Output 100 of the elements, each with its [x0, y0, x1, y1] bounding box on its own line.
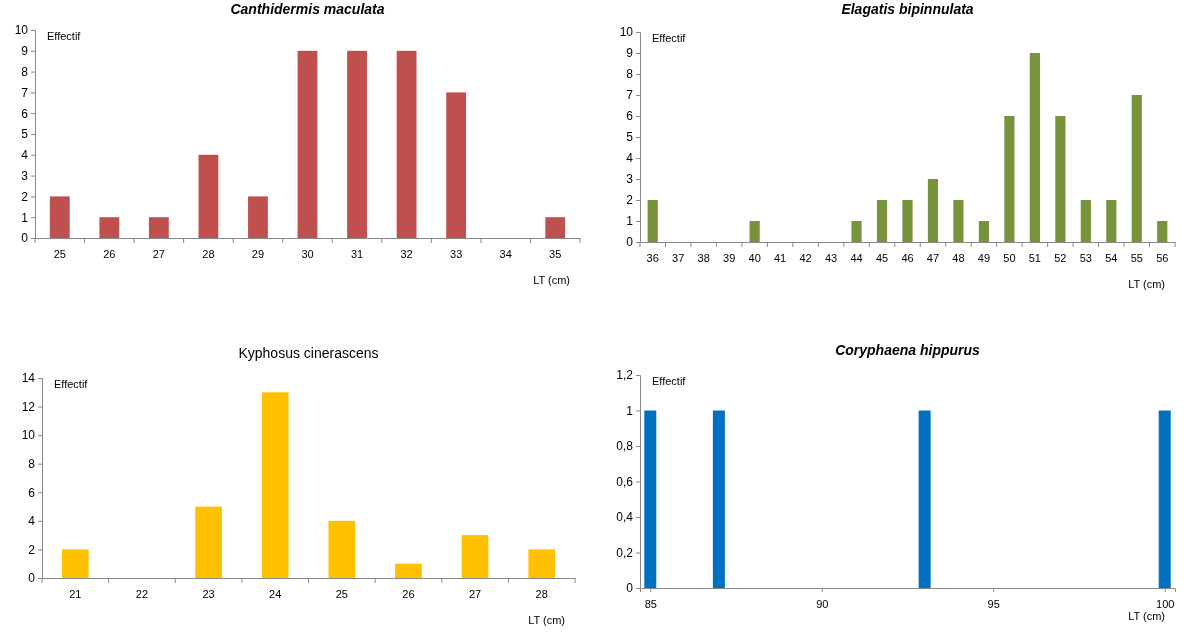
- bar: [61, 549, 89, 578]
- x-tick-label: 45: [875, 251, 889, 264]
- x-tick-label: 54: [1105, 251, 1118, 264]
- y-tick-label: 3: [21, 168, 29, 183]
- y-tick-label: 1: [626, 214, 634, 229]
- bar: [545, 217, 566, 238]
- y-tick-label: 6: [28, 485, 36, 500]
- bar: [148, 217, 169, 238]
- y-tick-label: 7: [626, 88, 634, 103]
- bar: [902, 200, 913, 242]
- bar: [347, 50, 367, 238]
- x-tick-label: 25: [53, 247, 66, 260]
- bar: [99, 217, 120, 238]
- chart-title: Elagatis bipinnulata: [841, 1, 974, 17]
- y-tick-label: 0: [21, 231, 29, 246]
- y-tick-label: 0: [28, 571, 36, 586]
- x-tick-label: 53: [1079, 251, 1092, 264]
- x-axis-title: LT (cm): [533, 274, 570, 286]
- y-tick-label: 8: [28, 457, 36, 472]
- y-tick-label: 8: [21, 64, 29, 79]
- bar: [248, 196, 268, 238]
- y-tick-label: 10: [14, 23, 29, 38]
- x-tick-label: 29: [251, 247, 265, 260]
- bar: [1157, 221, 1168, 242]
- x-tick-label: 36: [646, 251, 659, 264]
- bar: [1131, 95, 1142, 242]
- x-tick-label: 30: [301, 247, 314, 260]
- x-tick-label: 25: [335, 587, 348, 600]
- x-tick-label: 27: [152, 247, 165, 260]
- y-tick-label: 12: [21, 399, 36, 414]
- bar: [953, 200, 964, 242]
- y-tick-label: 5: [626, 130, 634, 145]
- y-tick-label: 6: [626, 109, 634, 124]
- bar: [876, 200, 888, 242]
- y-tick-label: 0,2: [616, 545, 634, 560]
- x-tick-label: 33: [450, 247, 463, 260]
- x-tick-label: 37: [672, 251, 685, 264]
- y-tick-label: 14: [21, 371, 36, 386]
- x-tick-label: 44: [850, 251, 863, 264]
- y-tick-label: 0,8: [616, 439, 634, 454]
- x-tick-label: 95: [987, 598, 1000, 611]
- bar: [461, 535, 489, 578]
- y-tick-label: 2: [626, 193, 634, 208]
- y-tick-label: 2: [28, 542, 36, 557]
- bar: [1106, 200, 1117, 242]
- bar: [1004, 116, 1015, 242]
- bar: [528, 549, 556, 578]
- x-tick-label: 28: [202, 247, 215, 260]
- x-tick-label: 28: [535, 587, 548, 600]
- x-tick-label: 56: [1156, 251, 1169, 264]
- x-tick-label: 43: [824, 251, 838, 264]
- bar: [395, 563, 422, 578]
- x-tick-label: 40: [748, 251, 761, 264]
- x-tick-label: 42: [799, 251, 812, 264]
- y-tick-label: 8: [626, 67, 634, 82]
- y-tick-label: 2: [21, 189, 29, 204]
- y-tick-label: 4: [28, 514, 36, 529]
- bar: [198, 154, 219, 238]
- x-tick-label: 48: [952, 251, 965, 264]
- bar: [851, 221, 862, 242]
- y-tick-label: 1: [21, 210, 29, 225]
- bar: [396, 50, 417, 238]
- x-tick-label: 55: [1130, 251, 1143, 264]
- x-tick-label: 39: [723, 251, 736, 264]
- y-tick-label: 6: [21, 106, 29, 121]
- x-tick-label: 27: [468, 587, 482, 600]
- y-axis-title: Effectif: [54, 378, 89, 390]
- bar: [1029, 53, 1040, 242]
- x-tick-label: 34: [499, 247, 512, 260]
- bar: [261, 392, 289, 578]
- x-tick-label: 38: [697, 251, 710, 264]
- x-tick-label: 22: [135, 587, 149, 600]
- y-tick-label: 10: [21, 428, 36, 443]
- y-tick-label: 0,6: [616, 474, 634, 489]
- y-tick-label: 0: [626, 581, 634, 596]
- y-tick-label: 4: [21, 148, 29, 163]
- bar: [328, 520, 356, 578]
- x-tick-label: 21: [69, 587, 82, 600]
- bar: [1080, 200, 1091, 242]
- bar: [446, 92, 467, 238]
- y-tick-label: 7: [21, 85, 29, 100]
- bar: [647, 200, 658, 242]
- x-tick-label: 26: [402, 587, 415, 600]
- y-tick-label: 9: [21, 44, 29, 59]
- x-tick-label: 90: [816, 598, 829, 611]
- x-tick-label: 100: [1156, 598, 1175, 611]
- x-tick-label: 52: [1054, 251, 1067, 264]
- bar: [49, 196, 70, 238]
- y-tick-label: 9: [626, 46, 634, 61]
- y-tick-label: 1,2: [616, 368, 634, 383]
- y-tick-label: 10: [619, 25, 634, 40]
- bar: [927, 179, 939, 242]
- bar: [195, 506, 222, 578]
- x-axis-title: LT (cm): [1128, 610, 1165, 622]
- x-tick-label: 24: [269, 587, 282, 600]
- chart-title: Canthidermis maculata: [230, 1, 385, 17]
- x-tick-label: 47: [926, 251, 940, 264]
- y-axis-title: Effectif: [652, 32, 687, 44]
- x-tick-label: 26: [103, 247, 116, 260]
- y-axis-title: Effectif: [652, 375, 687, 387]
